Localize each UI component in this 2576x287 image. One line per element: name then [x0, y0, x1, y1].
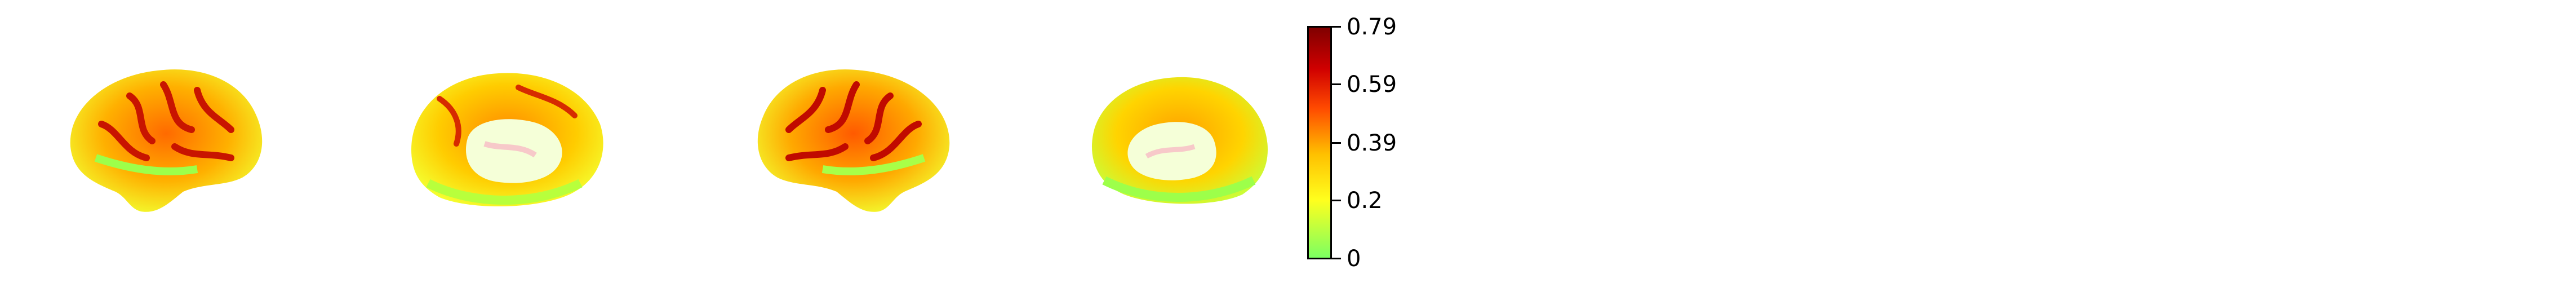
colorbar-tick-label: 0 [1347, 246, 1361, 272]
brain-right-medial [1091, 77, 1268, 204]
brain-left-lateral [70, 69, 263, 212]
brain-right-lateral [757, 69, 950, 212]
colorbar-tick-label: 0.79 [1347, 14, 1397, 40]
colorbar-tick [1332, 258, 1341, 259]
colorbar [1307, 26, 1332, 259]
colorbar-tick-label: 0.39 [1347, 130, 1397, 156]
colorbar-tick [1332, 26, 1341, 28]
colorbar-tick [1332, 83, 1341, 85]
colorbar-tick [1332, 200, 1341, 201]
brain-left-medial [411, 73, 603, 207]
colorbar-tick-label: 0.2 [1347, 188, 1383, 214]
colorbar-tick [1332, 142, 1341, 144]
colorbar-tick-label: 0.59 [1347, 72, 1397, 98]
